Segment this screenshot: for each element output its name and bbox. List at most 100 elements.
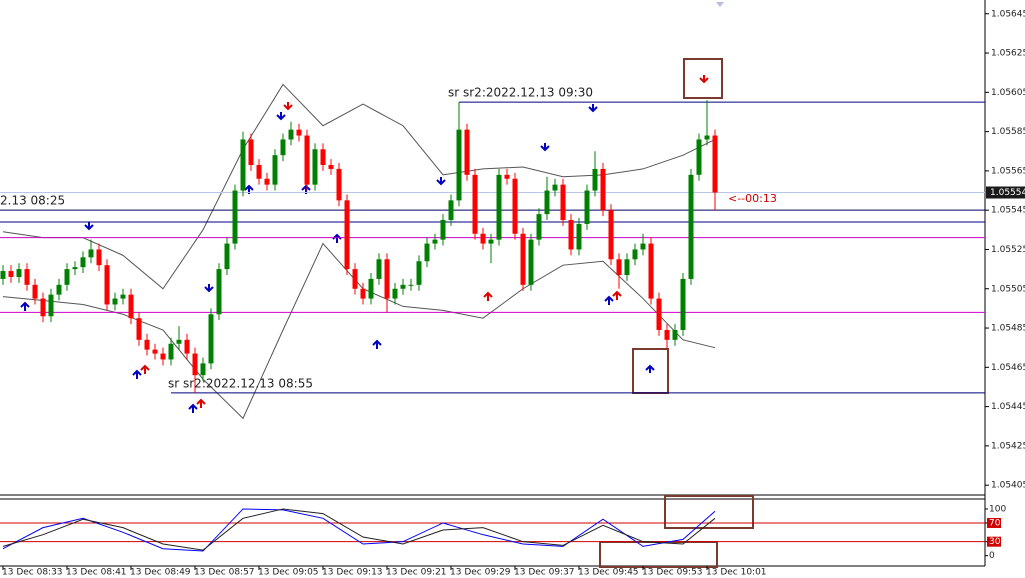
buy-arrow	[645, 364, 655, 373]
candle-body	[472, 174, 478, 234]
candle-body	[72, 267, 78, 270]
candle-body	[248, 139, 254, 165]
stochastic-line	[2, 508, 716, 552]
sell-arrow	[283, 102, 293, 111]
y-tick-label: 1.05605	[991, 88, 1025, 98]
candle-body	[600, 168, 606, 211]
candle-body	[88, 249, 94, 258]
candle-body	[656, 298, 662, 330]
candle-body	[440, 220, 446, 240]
candle-body	[216, 269, 222, 315]
candle-body	[432, 239, 438, 244]
buy-arrow	[188, 403, 198, 413]
candle-body	[496, 174, 502, 240]
candle-body	[688, 174, 694, 279]
candle-body	[144, 339, 150, 350]
candle-body	[632, 249, 638, 260]
candle-body	[344, 200, 350, 270]
x-tick-label: 13 Dec 09:53	[642, 568, 703, 578]
x-tick-label: 13 Dec 09:21	[386, 568, 447, 578]
candle-body	[696, 139, 702, 175]
y-tick-label: 70	[989, 518, 1001, 528]
candle-body	[520, 233, 526, 285]
candle-body	[152, 349, 158, 354]
candle-body	[280, 139, 286, 156]
candle-body	[568, 220, 574, 250]
candle-body	[96, 249, 102, 266]
sell-arrow	[84, 222, 94, 231]
candle-body	[40, 298, 46, 317]
candle-body	[480, 233, 486, 244]
candle-body	[296, 129, 302, 136]
candle-body	[136, 318, 142, 340]
candle-body	[64, 269, 70, 285]
current-price-label: 1.05554	[990, 188, 1025, 198]
y-tick-label: 1.05565	[991, 166, 1025, 176]
x-tick-label: 13 Dec 08:49	[130, 568, 191, 578]
x-tick-label: 13 Dec 09:37	[514, 568, 575, 578]
y-tick-label: 30	[989, 537, 1001, 547]
y-tick-label: 1.05525	[991, 245, 1025, 255]
sell-arrow	[540, 143, 550, 152]
y-tick-label: 1.05625	[991, 49, 1025, 59]
candle-body	[704, 135, 710, 140]
candle-body	[576, 223, 582, 250]
current-price-box	[986, 186, 1025, 199]
x-tick-label: 13 Dec 08:41	[66, 568, 127, 578]
candle-body	[512, 178, 518, 234]
x-tick-label: 13 Dec 09:29	[450, 568, 511, 578]
signal-arrows	[20, 75, 709, 413]
candle-body	[712, 135, 718, 193]
candle-body	[560, 184, 566, 220]
candle-body	[352, 269, 358, 289]
candle-body	[384, 259, 390, 299]
level-label-box	[987, 517, 1001, 528]
sell-arrow	[699, 75, 709, 84]
candle-body	[608, 210, 614, 260]
buy-arrow	[604, 295, 614, 305]
candle-body	[160, 353, 166, 360]
candle-body	[592, 168, 598, 191]
candle-body	[648, 243, 654, 299]
candle-body	[288, 129, 294, 140]
candle-body	[168, 343, 174, 360]
sell-arrow	[276, 112, 286, 121]
candle-body	[456, 129, 462, 201]
sell-arrow	[204, 284, 214, 293]
highlight-box	[664, 495, 754, 529]
y-tick-label: 1.05465	[991, 363, 1025, 373]
candle-body	[640, 243, 646, 250]
shift-marker	[716, 2, 724, 7]
candle-body	[0, 271, 6, 279]
candle-body	[112, 298, 118, 305]
candle-body	[128, 294, 134, 319]
candle-body	[176, 339, 182, 344]
buy-arrow	[132, 369, 142, 379]
candle-body	[104, 265, 110, 305]
y-tick-label: 1.05445	[991, 402, 1025, 412]
highlight-box	[683, 58, 723, 99]
candle-body	[192, 353, 198, 376]
candle-body	[376, 259, 382, 279]
candle-body	[504, 174, 510, 179]
candle-body	[256, 165, 262, 179]
candle-body	[240, 139, 246, 191]
x-tick-label: 13 Dec 08:33	[2, 568, 63, 578]
sell-arrow	[588, 104, 598, 113]
y-tick-label: 1.05545	[991, 206, 1025, 216]
candle-body	[208, 314, 214, 364]
annotation: sr sr2:2022.12.13 09:30	[448, 86, 593, 100]
candle-body	[336, 168, 342, 201]
candle-body	[392, 288, 398, 299]
y-tick-label: 1.05405	[991, 481, 1025, 491]
candle-body	[272, 155, 278, 185]
y-tick-label: 1.05485	[991, 324, 1025, 334]
countdown: <--00:13	[728, 192, 777, 205]
candle-body	[584, 190, 590, 224]
candle-body	[488, 239, 494, 244]
annotation: 2.13 08:25	[0, 194, 65, 208]
candle-body	[120, 294, 126, 299]
candle-body	[312, 149, 318, 185]
